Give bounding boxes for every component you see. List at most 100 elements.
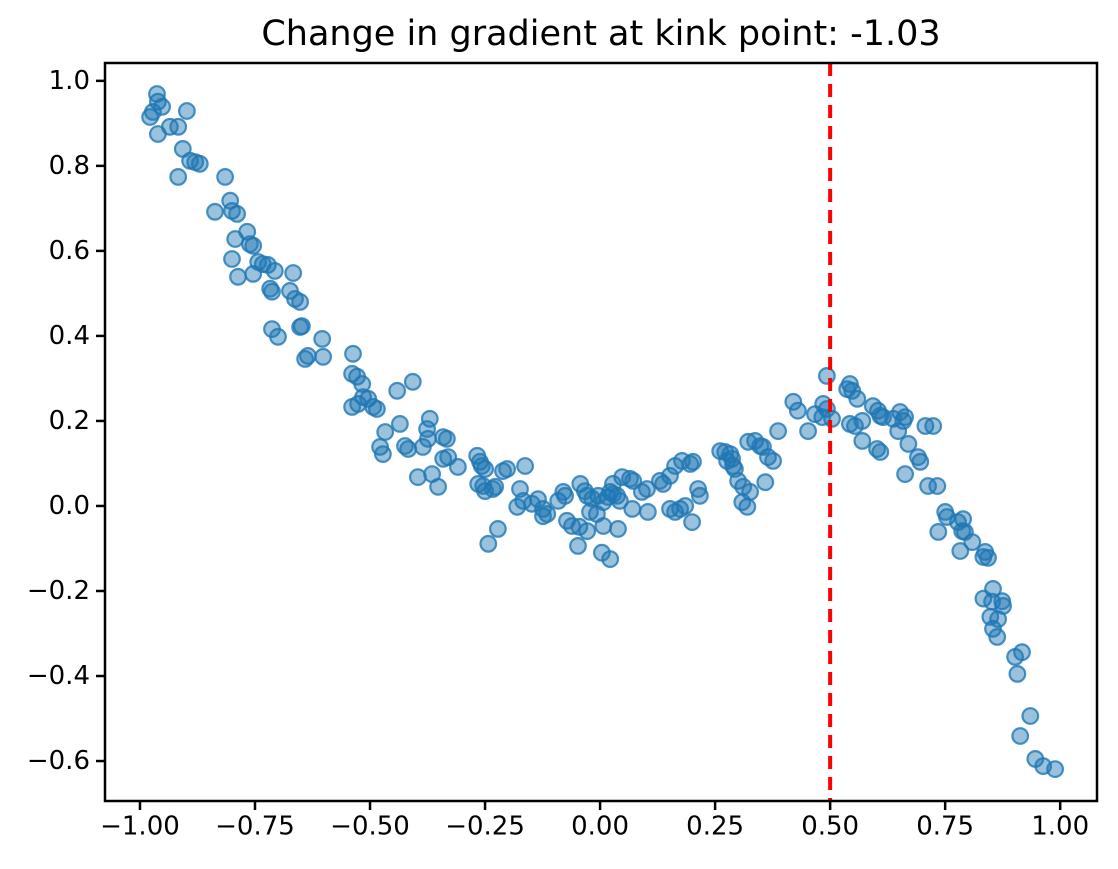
scatter-point (291, 293, 310, 311)
scatter-point (919, 477, 937, 495)
scatter-point (313, 330, 332, 348)
scatter-point (489, 520, 507, 538)
scatter-point (623, 500, 642, 518)
x-tick-label: −1.00 (100, 811, 180, 841)
scatter-point (449, 458, 467, 476)
y-tick-label: 0.6 (49, 236, 90, 266)
scatter-point (853, 412, 872, 430)
scatter-point (676, 497, 695, 515)
scatter-point (764, 452, 782, 470)
scatter-point (263, 282, 281, 301)
scatter-point (299, 347, 317, 365)
y-tick-label: −0.6 (27, 746, 90, 776)
scatter-point (738, 497, 757, 516)
scatter-point (190, 154, 209, 173)
scatter-point (143, 102, 162, 121)
scatter-point (409, 468, 427, 487)
y-tick-label: 0.0 (49, 491, 90, 521)
scatter-point (639, 503, 657, 521)
scatter-point (244, 236, 263, 255)
x-tick-label: 0.00 (571, 811, 629, 841)
scatter-point (853, 432, 872, 450)
scatter-point (486, 477, 505, 496)
y-tick-label: −0.2 (27, 576, 90, 606)
x-axis-ticks: −1.00 −0.75 −0.50 −0.25 0.00 0.25 0.50 0.75 1.00 (100, 801, 1089, 841)
scatter-point (691, 486, 709, 505)
scatter-point (799, 422, 817, 441)
scatter-point (638, 480, 656, 498)
scatter-point (368, 400, 386, 418)
scatter-point (556, 486, 574, 505)
scatter-point (420, 409, 439, 428)
x-tick-label: 0.25 (686, 811, 744, 841)
scatter-point (169, 167, 188, 186)
scatter-point (769, 422, 787, 441)
scatter-point (223, 250, 241, 268)
scatter-point (683, 513, 701, 531)
scatter-point (578, 522, 597, 540)
scatter-point (169, 117, 188, 136)
scatter-point (848, 389, 867, 408)
scatter-point (374, 445, 392, 464)
y-tick-label: 1.0 (49, 66, 90, 96)
scatter-point (601, 550, 620, 568)
scatter-point (314, 347, 333, 366)
scatter-point (438, 429, 456, 448)
scatter-point (756, 473, 775, 492)
y-tick-label: 0.2 (49, 406, 90, 436)
scatter-point (988, 628, 1007, 646)
scatter-point (911, 452, 930, 471)
scatter-point (929, 523, 948, 541)
scatter-point (754, 438, 772, 456)
scatter-point (951, 542, 970, 560)
y-tick-label: 0.4 (49, 321, 90, 351)
scatter-point (789, 401, 807, 420)
y-axis-ticks: 1.0 0.8 0.6 0.4 0.2 0.0 −0.2 −0.4 −0.6 (27, 66, 105, 776)
scatter-point (818, 367, 836, 385)
scatter-point (403, 372, 422, 391)
scatter-point (353, 375, 372, 393)
scatter-point (265, 262, 284, 280)
scatter-point (419, 429, 437, 448)
scatter-point (399, 440, 418, 458)
scatter-point (984, 580, 1002, 598)
scatter-point (538, 505, 557, 523)
scatter-point (928, 477, 947, 495)
x-tick-label: 0.75 (916, 811, 974, 841)
scatter-point (611, 492, 629, 510)
scatter-point (784, 392, 803, 411)
scatter-point (479, 534, 498, 553)
scatter-point (889, 422, 908, 441)
scatter-point (228, 204, 247, 223)
scatter-point (1008, 665, 1027, 683)
scatter-point (177, 102, 196, 120)
scatter-point (684, 452, 702, 471)
x-tick-label: −0.50 (330, 811, 410, 841)
scatter-point (661, 466, 679, 485)
scatter-point (498, 460, 517, 478)
scatter-point (896, 408, 914, 427)
scatter-point (206, 202, 224, 221)
scatter-point (1013, 643, 1031, 662)
scatter-point (269, 327, 287, 346)
scatter-point (924, 417, 943, 435)
scatter-point (1011, 727, 1030, 745)
scatter-point (429, 477, 448, 496)
scatter-point (741, 483, 759, 501)
chart-title: Change in gradient at kink point: -1.03 (261, 14, 940, 54)
scatter-point (569, 537, 587, 555)
scatter-point (594, 517, 613, 535)
scatter-point (388, 381, 407, 400)
scatter-point (516, 457, 534, 475)
scatter-point (954, 510, 972, 528)
x-tick-label: −0.75 (215, 811, 295, 841)
x-tick-label: 1.00 (1031, 811, 1089, 841)
scatter-point (871, 443, 890, 461)
scatter-point (153, 97, 172, 116)
scatter-point (979, 548, 997, 567)
scatter-point (229, 267, 247, 286)
scatter-series (141, 85, 1064, 778)
scatter-point (529, 490, 547, 509)
